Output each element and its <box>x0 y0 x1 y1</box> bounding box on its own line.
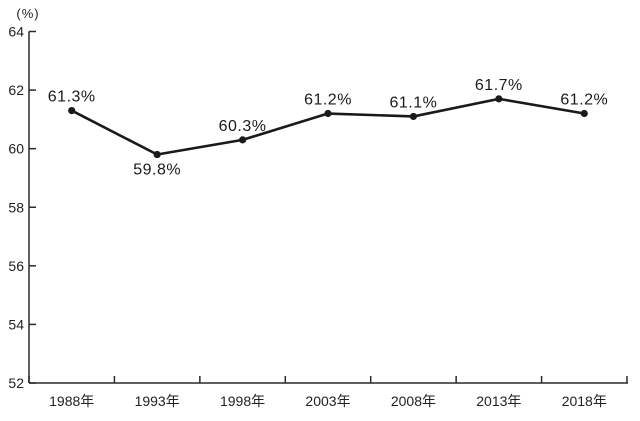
x-axis-tick-label: 2008年 <box>391 393 436 409</box>
data-label: 61.1% <box>389 94 437 111</box>
plot-area: 52 54 56 58 60 62 64 1988年 1993年 1998年 2003年 2008年 2… <box>8 24 628 409</box>
y-axis-tick-label: 54 <box>8 316 24 332</box>
x-axis-tick-label: 1993年 <box>135 393 180 409</box>
data-label: 61.3% <box>48 89 96 106</box>
x-axis-tick-label: 2018年 <box>562 393 607 409</box>
data-point-marker <box>153 150 161 159</box>
data-label: 61.7% <box>475 77 523 94</box>
y-axis-tick-label: 52 <box>8 375 24 391</box>
x-axis-tick-label: 1988年 <box>49 393 94 409</box>
data-label: 59.8% <box>133 162 181 179</box>
data-point-marker <box>238 136 247 144</box>
data-point-marker <box>580 109 588 118</box>
data-point-marker <box>324 109 332 118</box>
y-axis-tick-label: 58 <box>8 199 24 215</box>
data-label: 60.3% <box>219 118 267 135</box>
data-label: 61.2% <box>560 92 608 109</box>
x-axis-tick-label: 2003年 <box>305 393 350 409</box>
y-axis-tick-label: 56 <box>8 258 24 274</box>
y-axis-tick-label: 60 <box>8 141 24 157</box>
x-axis-tick-label: 1998年 <box>220 393 265 409</box>
unit-label: (%) <box>16 6 39 21</box>
y-axis-tick-label: 64 <box>8 24 24 40</box>
data-point-marker <box>409 112 418 121</box>
y-axis-tick-label: 62 <box>8 82 24 98</box>
x-axis-tick-label: 2013年 <box>476 393 521 409</box>
data-point-marker <box>68 106 76 115</box>
data-point-marker <box>495 95 503 103</box>
data-label: 61.2% <box>304 92 352 109</box>
